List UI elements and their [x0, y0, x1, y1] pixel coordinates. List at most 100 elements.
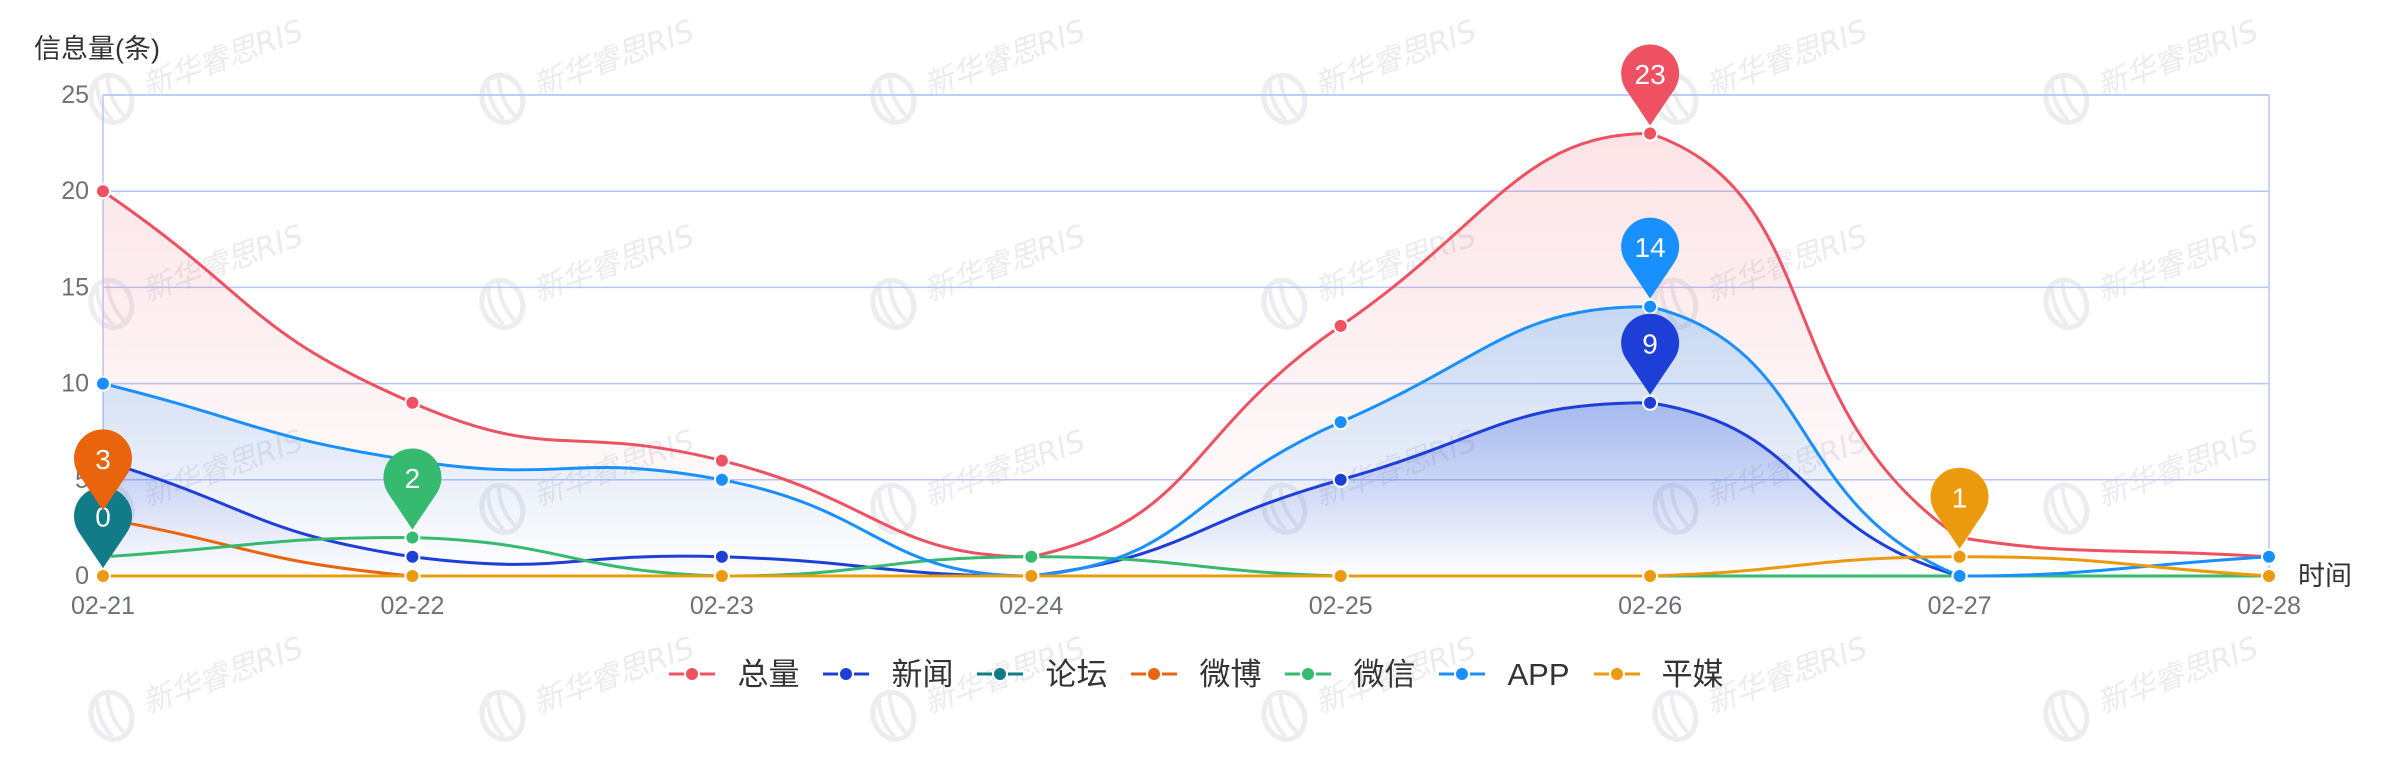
watermark-text: 新华睿思RIS: [920, 423, 1091, 514]
watermark-logo-stroke: [2050, 76, 2081, 121]
pin-shape: [1621, 217, 1680, 299]
legend-label: 新闻: [891, 656, 954, 692]
line-with-dot-icon: [1439, 666, 1486, 682]
watermark-logo-stroke: [877, 693, 908, 738]
max-pin-forum: 0: [74, 487, 132, 568]
watermark-logo: [2043, 277, 2090, 330]
watermark-logo: [88, 689, 135, 742]
point-app: [1332, 414, 1349, 431]
legend-dot: [838, 666, 855, 682]
point-news: [713, 548, 730, 565]
point-app: [713, 471, 730, 488]
watermark-logo-stroke: [2050, 281, 2081, 326]
watermark-logo-stroke: [1268, 693, 1299, 738]
watermark-logo: [1652, 689, 1699, 742]
x-tick-label: 02-23: [690, 592, 754, 620]
y-tick-label: 10: [61, 370, 89, 398]
watermark-logo: [479, 72, 526, 125]
watermark: 新华睿思RIS: [870, 13, 1090, 125]
watermark-text: 新华睿思RIS: [138, 13, 309, 104]
legend-dot: [1300, 666, 1317, 682]
legend-label: 总量: [737, 656, 800, 692]
pin-shape: [74, 429, 132, 511]
legend-dot: [992, 666, 1009, 682]
legend-item-wechat[interactable]: 微信: [1285, 659, 1415, 690]
point-total: [95, 183, 111, 200]
point-total: [713, 452, 730, 469]
watermark-logo-stroke: [877, 76, 908, 121]
area-app: [103, 306, 2269, 576]
x-tick-label: 02-25: [1309, 592, 1373, 620]
pin-value-label: 0: [95, 502, 111, 533]
watermark: 新华睿思RIS: [2043, 13, 2264, 125]
legend-label: APP: [1507, 656, 1570, 692]
legend: 总量 新闻 论坛 微博 微信 APP 平媒: [0, 650, 2393, 698]
max-pin-weibo: 3: [74, 429, 132, 511]
watermark-logo-stroke: [1268, 281, 1299, 326]
series-lines: [102, 131, 2270, 578]
watermark: 新华睿思RIS: [1261, 13, 1482, 125]
line-print: [103, 555, 2270, 578]
watermark-layer: 新华睿思RIS 新华睿思RIS 新华睿思RIS 新华睿思RIS 新华睿思RIS 新华睿思R…: [88, 13, 2264, 742]
watermark: 新华睿思RIS: [88, 13, 309, 125]
pin-shape: [1930, 467, 1989, 549]
watermark-text: 新华睿思RIS: [529, 13, 700, 104]
point-news: [1642, 394, 1659, 411]
watermark-logo-stroke: [95, 76, 126, 121]
watermark-text: 新华睿思RIS: [1702, 13, 1873, 104]
watermark-logo-stroke: [1268, 76, 1299, 121]
x-axis-title: 时间: [2298, 561, 2352, 591]
x-tick-label: 02-21: [71, 592, 135, 620]
legend-dot: [1608, 666, 1625, 682]
legend-item-forum[interactable]: 论坛: [977, 659, 1107, 690]
watermark-text: 新华睿思RIS: [529, 218, 700, 309]
watermark: 新华睿思RIS: [2043, 218, 2264, 330]
line-with-dot-icon: [823, 666, 870, 682]
legend-item-news[interactable]: 新闻: [823, 659, 953, 690]
line-with-dot-icon: [1131, 666, 1178, 682]
legend-dot: [1146, 666, 1163, 682]
legend-item-app[interactable]: APP: [1439, 656, 1570, 692]
legend-label: 微博: [1199, 656, 1262, 692]
watermark-text: 新华睿思RIS: [1311, 13, 1482, 104]
point-wechat: [1023, 548, 1040, 565]
watermark-logo-stroke: [2050, 486, 2081, 531]
pin-value-label: 9: [1642, 328, 1658, 359]
watermark-logo: [870, 277, 917, 330]
pin-value-label: 1: [1952, 482, 1968, 513]
x-tick-label: 02-24: [999, 592, 1063, 620]
legend-item-total[interactable]: 总量: [669, 659, 799, 690]
line-news: [102, 401, 2269, 578]
watermark-logo: [870, 689, 917, 742]
legend-item-weibo[interactable]: 微博: [1131, 659, 1261, 690]
y-tick-label: 20: [61, 177, 89, 205]
point-app: [95, 375, 111, 392]
watermark-logo: [2043, 689, 2090, 742]
point-news: [1332, 471, 1349, 488]
series-areas: [103, 133, 2269, 576]
point-print: [2261, 568, 2277, 584]
max-pins: 23 9 0 3 2 14 1: [74, 44, 1989, 568]
point-print: [1951, 548, 1968, 565]
watermark-logo-stroke: [486, 76, 517, 121]
pin-shape: [1621, 44, 1680, 126]
y-tick-label: 0: [75, 562, 89, 590]
line-total: [102, 131, 2270, 559]
y-tick-label: 25: [61, 81, 89, 109]
legend-label: 论坛: [1045, 656, 1108, 692]
watermark-text: 新华睿思RIS: [2093, 13, 2264, 104]
watermark-logo: [88, 72, 135, 125]
x-tick-label: 02-26: [1618, 592, 1682, 620]
legend-label: 微信: [1353, 656, 1416, 692]
point-print: [1023, 568, 1040, 584]
watermark-logo: [1261, 277, 1308, 330]
x-tick-label: 02-27: [1928, 592, 1992, 620]
watermark-text: 新华睿思RIS: [920, 218, 1091, 309]
point-print: [1642, 568, 1659, 584]
line-with-dot-icon: [1285, 666, 1332, 682]
watermark-logo-stroke: [486, 693, 517, 738]
watermark-text: 新华睿思RIS: [2093, 218, 2264, 309]
legend-item-print[interactable]: 平媒: [1593, 659, 1724, 690]
x-tick-label: 02-28: [2237, 592, 2301, 620]
